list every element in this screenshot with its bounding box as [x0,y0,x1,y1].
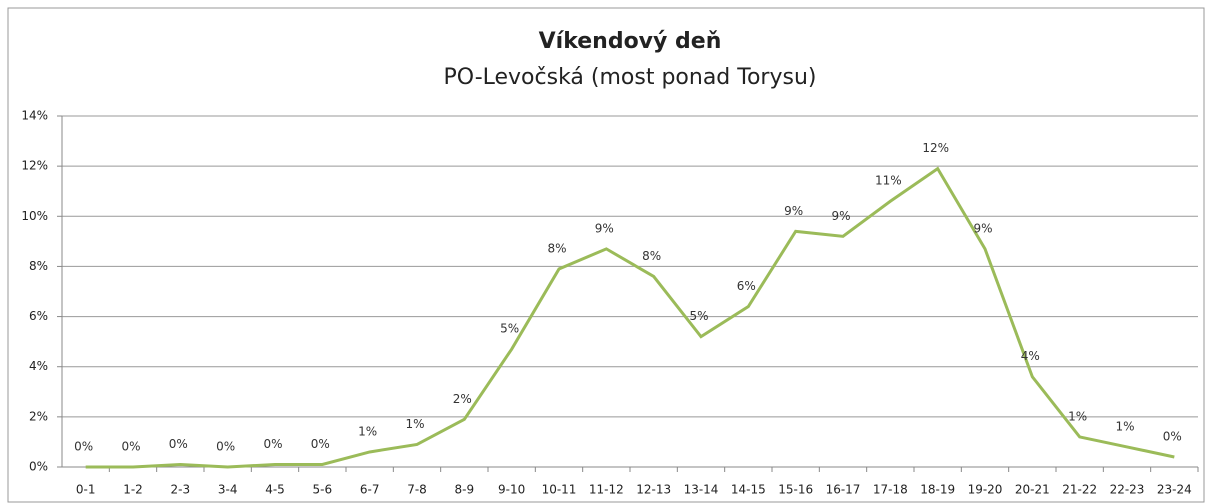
x-tick-label: 17-18 [873,483,908,497]
data-label: 8% [547,241,566,255]
chart-border [7,7,1205,503]
data-label: 0% [74,440,93,454]
data-label: 9% [973,221,992,235]
x-tick-label: 23-24 [1157,483,1192,497]
data-label: 1% [358,424,377,438]
data-label: 1% [1068,409,1087,423]
data-label: 9% [595,221,614,235]
data-label: 9% [831,209,850,223]
y-tick-label: 10% [21,209,48,223]
chart-subtitle: PO-Levočská (most ponad Torysu) [444,65,817,90]
x-tick-label: 15-16 [778,483,813,497]
x-tick-label: 16-17 [826,483,861,497]
x-tick-label: 2-3 [171,483,191,497]
x-tick-label: 6-7 [360,483,380,497]
x-tick-label: 3-4 [218,483,238,497]
data-label: 0% [169,437,188,451]
data-label: 9% [784,204,803,218]
x-tick-label: 13-14 [684,483,719,497]
y-tick-label: 4% [29,359,48,373]
data-label: 0% [311,437,330,451]
data-label: 0% [263,437,282,451]
y-tick-label: 0% [29,460,48,474]
chart-title: Víkendový deň [539,29,722,54]
x-tick-label: 10-11 [542,483,577,497]
data-label: 11% [875,174,902,188]
y-tick-label: 6% [29,309,48,323]
data-label: 2% [453,392,472,406]
y-tick-label: 14% [21,109,48,123]
x-tick-label: 11-12 [589,483,624,497]
data-label: 5% [689,309,708,323]
x-tick-label: 18-19 [920,483,955,497]
data-label: 5% [500,322,519,336]
y-tick-label: 2% [29,409,48,423]
data-label: 1% [405,417,424,431]
x-tick-label: 5-6 [313,483,333,497]
data-label: 0% [121,440,140,454]
y-tick-label: 12% [21,159,48,173]
x-tick-label: 0-1 [76,483,96,497]
x-tick-label: 19-20 [968,483,1003,497]
x-tick-label: 21-22 [1062,483,1097,497]
data-label: 0% [1163,429,1182,443]
x-tick-label: 22-23 [1110,483,1145,497]
x-tick-label: 7-8 [407,483,427,497]
x-tick-label: 9-10 [498,483,525,497]
x-tick-label: 14-15 [731,483,766,497]
y-tick-label: 8% [29,259,48,273]
data-label: 1% [1115,419,1134,433]
data-label: 6% [737,279,756,293]
series-line [85,166,1175,469]
data-label: 12% [922,141,949,155]
data-label: 0% [216,440,235,454]
x-tick-label: 8-9 [455,483,475,497]
data-label: 8% [642,249,661,263]
data-label: 4% [1021,349,1040,363]
x-tick-label: 20-21 [1015,483,1050,497]
x-tick-label: 4-5 [265,483,285,497]
x-tick-label: 12-13 [636,483,671,497]
x-tick-label: 1-2 [123,483,143,497]
